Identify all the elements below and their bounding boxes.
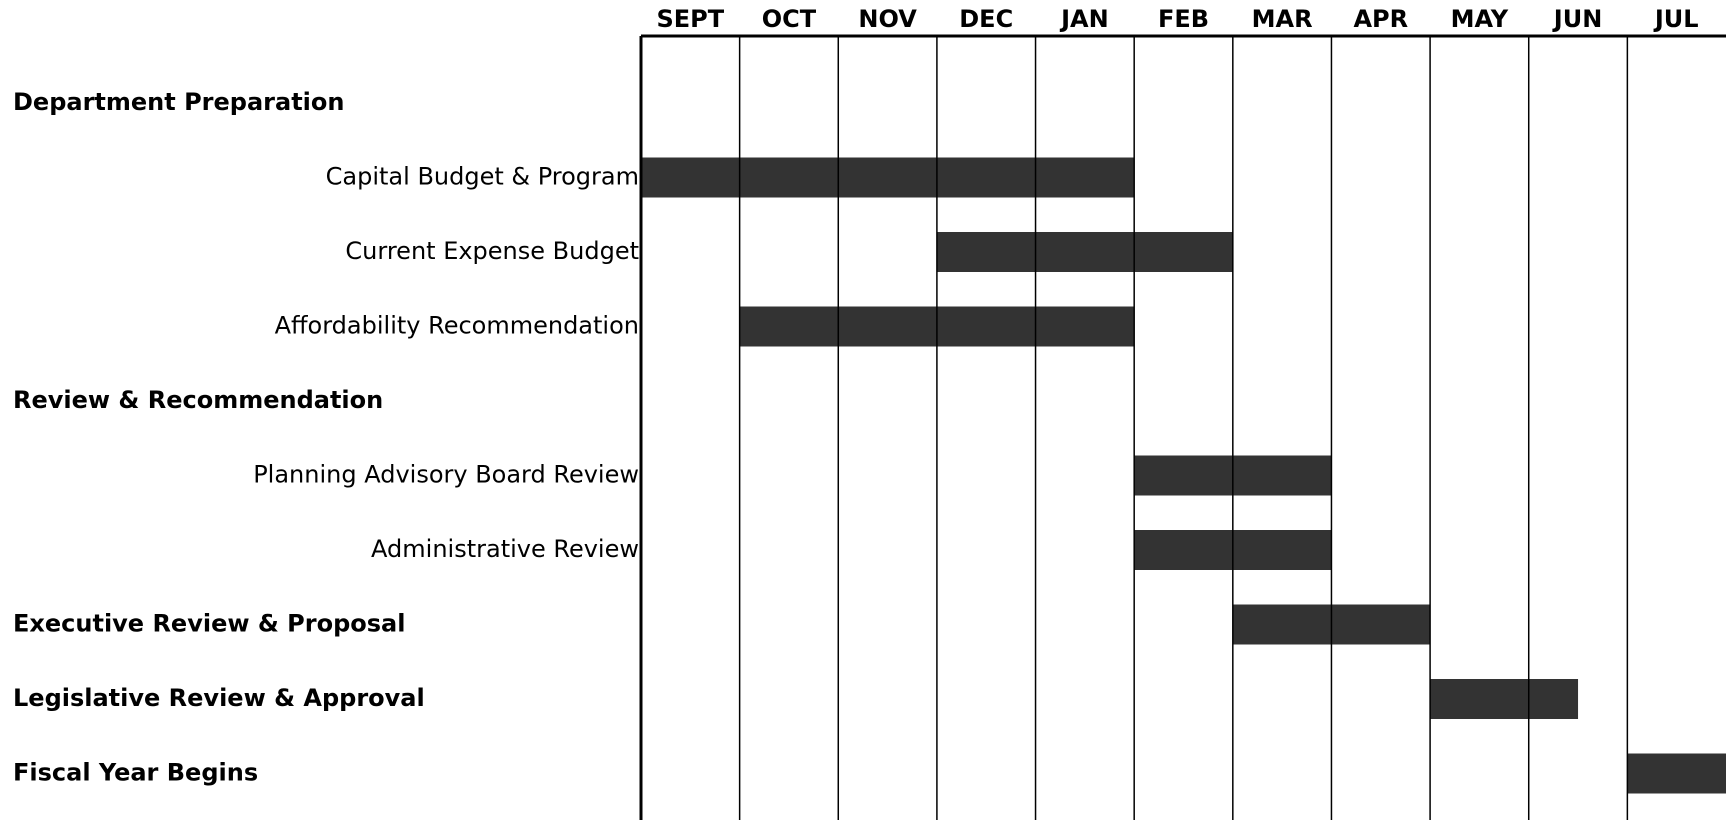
month-label: NOV [858,5,917,33]
month-label: APR [1353,5,1408,33]
month-label: OCT [762,5,817,33]
task-label: Current Expense Budget [345,237,639,265]
group-label: Department Preparation [13,88,344,116]
group-label: Executive Review & Proposal [13,610,405,638]
task-label: Administrative Review [371,535,639,563]
task-label: Capital Budget & Program [326,163,639,191]
month-label: MAY [1451,5,1509,33]
month-label: JUN [1552,5,1603,33]
month-label: JUL [1653,5,1699,33]
task-label: Affordability Recommendation [275,312,639,340]
task-bar [936,232,1233,272]
group-label: Review & Recommendation [13,386,383,414]
month-label: JAN [1059,5,1109,33]
month-label: MAR [1252,5,1313,33]
task-label: Planning Advisory Board Review [253,461,639,489]
task-bar [1627,753,1726,794]
month-label: FEB [1158,5,1209,33]
group-label: Fiscal Year Begins [13,759,258,787]
month-label: SEPT [656,5,724,33]
task-bar [641,157,1135,198]
month-label: DEC [959,5,1013,33]
group-label: Legislative Review & Approval [13,684,425,712]
task-bar [1430,679,1579,719]
